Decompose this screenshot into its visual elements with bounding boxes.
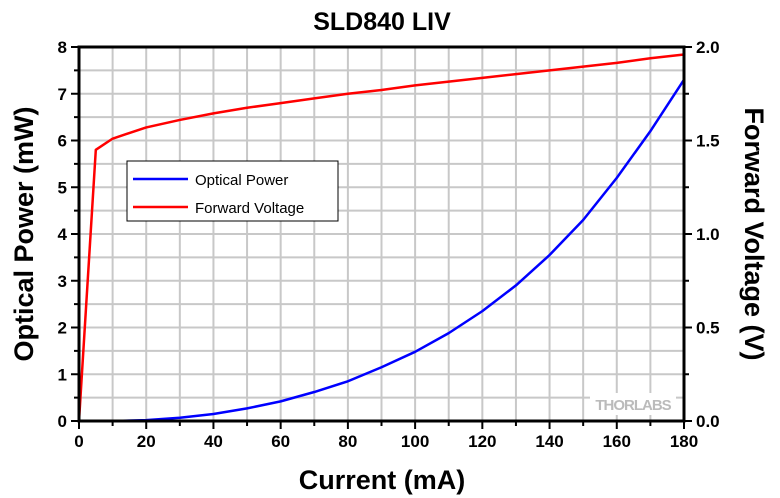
y-tick-label: 8 <box>58 38 67 57</box>
y2-tick-label: 1.5 <box>696 132 720 151</box>
legend-label-forward-voltage: Forward Voltage <box>195 200 304 217</box>
legend: Optical Power Forward Voltage <box>126 160 339 222</box>
y2-axis-label: Forward Voltage (V) <box>739 107 769 360</box>
x-tick-label: 160 <box>603 432 631 451</box>
x-tick-label: 40 <box>204 432 223 451</box>
thorlabs-logo: THORLABS <box>595 397 671 414</box>
x-tick-label: 80 <box>338 432 357 451</box>
x-tick-label: 60 <box>271 432 290 451</box>
y-tick-label: 6 <box>58 132 67 151</box>
chart-title: SLD840 LIV <box>313 8 451 36</box>
x-tick-label: 0 <box>74 432 83 451</box>
y2-tick-label: 2.0 <box>696 38 720 57</box>
x-tick-label: 140 <box>535 432 563 451</box>
y-tick-label: 5 <box>58 178 67 197</box>
x-tick-label: 100 <box>401 432 429 451</box>
series-line-forward-voltage <box>77 53 685 422</box>
x-tick-label: 20 <box>137 432 156 451</box>
y2-tick-label: 0.5 <box>696 319 720 338</box>
grid <box>79 47 684 421</box>
y-axis-label: Optical Power (mW) <box>9 106 39 361</box>
y-tick-label: 4 <box>58 225 68 244</box>
x-axis-label: Current (mA) <box>299 465 466 495</box>
x-tick-label: 180 <box>670 432 698 451</box>
y-tick-label: 7 <box>58 85 67 104</box>
legend-label-optical-power: Optical Power <box>195 172 288 189</box>
x-tick-label: 120 <box>468 432 496 451</box>
y-tick-label: 0 <box>58 412 67 431</box>
y2-tick-label: 0.0 <box>696 412 720 431</box>
watermark: THORLABS <box>590 393 676 415</box>
y-tick-label: 3 <box>58 272 67 291</box>
y-tick-label: 1 <box>58 365 67 384</box>
y-tick-label: 2 <box>58 319 67 338</box>
series-line-optical-power <box>79 79 686 423</box>
y2-tick-label: 1.0 <box>696 225 720 244</box>
